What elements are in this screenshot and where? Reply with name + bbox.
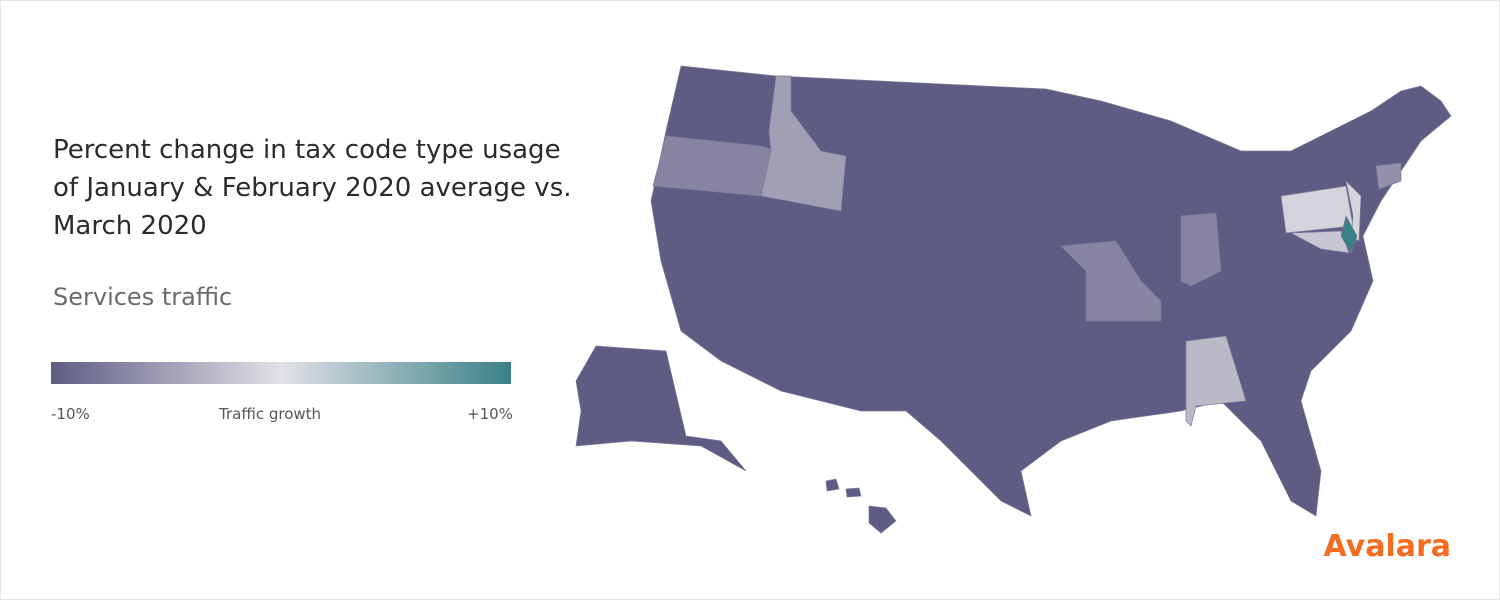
region: [575, 345, 747, 472]
legend-max: +10%: [467, 405, 513, 423]
region: [760, 75, 847, 212]
region: [650, 65, 1452, 517]
region: [1060, 240, 1162, 322]
legend-bar: [51, 362, 511, 384]
region: [825, 478, 897, 534]
title: Percent change in tax code type usage of…: [53, 135, 572, 241]
region: [1185, 335, 1247, 427]
subtitle: Services traffic: [53, 283, 233, 311]
region: [1375, 162, 1402, 190]
region: [1180, 212, 1222, 287]
brand-logo: Avalara: [1323, 529, 1451, 564]
region: [1289, 230, 1350, 254]
region: [1340, 215, 1358, 254]
legend-title: Traffic growth: [219, 405, 322, 423]
legend-min: -10%: [51, 405, 90, 423]
